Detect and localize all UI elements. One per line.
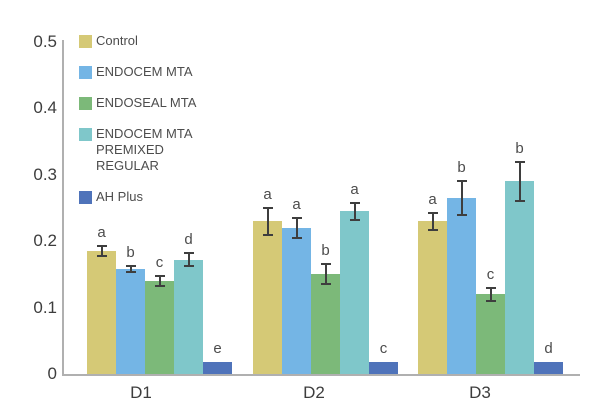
legend-swatch bbox=[79, 66, 92, 79]
error-bar-cap-top bbox=[154, 275, 165, 278]
y-tick-label: 0 bbox=[47, 364, 57, 383]
error-bar bbox=[129, 265, 132, 273]
error-bar-cap-bottom bbox=[320, 283, 331, 286]
x-axis-line bbox=[63, 374, 580, 376]
legend-label: ENDOSEAL MTA bbox=[96, 95, 197, 110]
error-bar-cap-top bbox=[485, 286, 496, 289]
error-bar-cap-bottom bbox=[96, 255, 107, 258]
bar-endocem-mta-d3 bbox=[447, 198, 476, 374]
significance-letter: b bbox=[457, 158, 466, 176]
significance-letter: a bbox=[263, 186, 272, 203]
y-tick-label: 0.2 bbox=[33, 231, 57, 251]
significance-letter: a bbox=[428, 190, 437, 208]
bar-endoseal-mta-d2 bbox=[311, 274, 340, 374]
bar-endoseal-mta-d3 bbox=[476, 294, 505, 374]
bar-ah-plus-d2 bbox=[369, 362, 398, 374]
bar-ah-plus-d3 bbox=[534, 362, 563, 374]
error-bar-cap-bottom bbox=[456, 214, 467, 217]
x-axis-label: D2 bbox=[303, 383, 325, 402]
error-bar bbox=[158, 276, 161, 286]
legend-item-control: Control bbox=[79, 33, 196, 49]
error-bar-cap-bottom bbox=[485, 299, 496, 302]
bar-endoseal-mta-d1 bbox=[145, 281, 174, 374]
error-bar bbox=[489, 287, 492, 301]
legend-swatch bbox=[79, 97, 92, 110]
error-bar-cap-top bbox=[349, 201, 360, 204]
legend-item-ah-plus: AH Plus bbox=[79, 189, 196, 205]
significance-letter: a bbox=[292, 195, 301, 213]
bar-control-d2 bbox=[253, 221, 282, 374]
significance-letter: d bbox=[544, 340, 553, 357]
bar-control-d1 bbox=[87, 251, 116, 374]
legend-swatch bbox=[79, 35, 92, 48]
legend-swatch bbox=[79, 128, 92, 141]
significance-letter: b bbox=[515, 139, 524, 157]
error-bar-cap-top bbox=[427, 211, 438, 214]
y-tick-label: 0.4 bbox=[33, 98, 57, 118]
chart-legend: Control ENDOCEM MTA ENDOSEAL MTA ENDOCEM MT… bbox=[79, 33, 196, 220]
legend-label: ENDOCEM MTA PREMIXED REGULAR bbox=[96, 126, 193, 173]
y-tick-label: 0.1 bbox=[33, 297, 57, 317]
error-bar bbox=[431, 212, 434, 230]
significance-letter: c bbox=[379, 340, 388, 357]
error-bar-cap-top bbox=[125, 264, 136, 267]
legend-swatch bbox=[79, 191, 92, 204]
error-bar bbox=[353, 202, 356, 220]
error-bar-cap-bottom bbox=[183, 265, 194, 268]
bar-endocem-mta-d2 bbox=[282, 228, 311, 374]
legend-label: AH Plus bbox=[96, 189, 143, 204]
y-tick-label: 0.3 bbox=[33, 164, 57, 184]
error-bar-cap-bottom bbox=[291, 236, 302, 239]
error-bar-cap-top bbox=[262, 207, 273, 209]
error-bar bbox=[100, 245, 103, 257]
significance-letter: c bbox=[486, 265, 495, 283]
x-axis-label: D1 bbox=[130, 383, 152, 402]
error-bar-cap-top bbox=[514, 160, 525, 163]
bar-endocem-mta-premixed-regular-d3 bbox=[505, 181, 534, 374]
y-tick-label: 0.5 bbox=[33, 32, 57, 51]
bar-endocem-mta-premixed-regular-d1 bbox=[174, 260, 203, 374]
error-bar-cap-top bbox=[291, 216, 302, 219]
error-bar-cap-bottom bbox=[125, 271, 136, 274]
bar-ah-plus-d1 bbox=[203, 362, 232, 374]
significance-letter: b bbox=[321, 242, 330, 260]
error-bar-cap-bottom bbox=[514, 200, 525, 203]
legend-label: Control bbox=[96, 33, 138, 48]
y-axis-line bbox=[62, 40, 64, 376]
significance-letter: a bbox=[97, 223, 106, 241]
legend-item-endoseal-mta: ENDOSEAL MTA bbox=[79, 95, 196, 111]
error-bar bbox=[187, 253, 190, 267]
error-bar bbox=[295, 217, 298, 238]
bar-control-d3 bbox=[418, 221, 447, 374]
error-bar-cap-bottom bbox=[154, 284, 165, 287]
error-bar-cap-top bbox=[456, 179, 467, 182]
legend-label: ENDOCEM MTA bbox=[96, 64, 193, 79]
bar-endocem-mta-premixed-regular-d2 bbox=[340, 211, 369, 374]
error-bar bbox=[460, 180, 463, 216]
significance-letter: c bbox=[155, 254, 164, 272]
error-bar-cap-bottom bbox=[349, 218, 360, 221]
error-bar bbox=[266, 208, 269, 235]
error-bar-cap-top bbox=[183, 252, 194, 255]
x-axis-label: D3 bbox=[469, 383, 491, 402]
error-bar-cap-bottom bbox=[262, 233, 273, 236]
error-bar bbox=[518, 161, 521, 202]
significance-letter: d bbox=[184, 231, 193, 249]
significance-letter: a bbox=[350, 180, 359, 198]
legend-item-endocem-mta: ENDOCEM MTA bbox=[79, 64, 196, 80]
error-bar bbox=[324, 264, 327, 285]
error-bar-cap-top bbox=[96, 244, 107, 247]
error-bar-cap-bottom bbox=[427, 228, 438, 231]
bar-endocem-mta-d1 bbox=[116, 269, 145, 374]
significance-letter: e bbox=[213, 340, 222, 357]
error-bar-cap-top bbox=[320, 263, 331, 266]
legend-item-endocem-mta-premixed-regular: ENDOCEM MTA PREMIXED REGULAR bbox=[79, 126, 196, 174]
significance-letter: b bbox=[126, 243, 135, 261]
